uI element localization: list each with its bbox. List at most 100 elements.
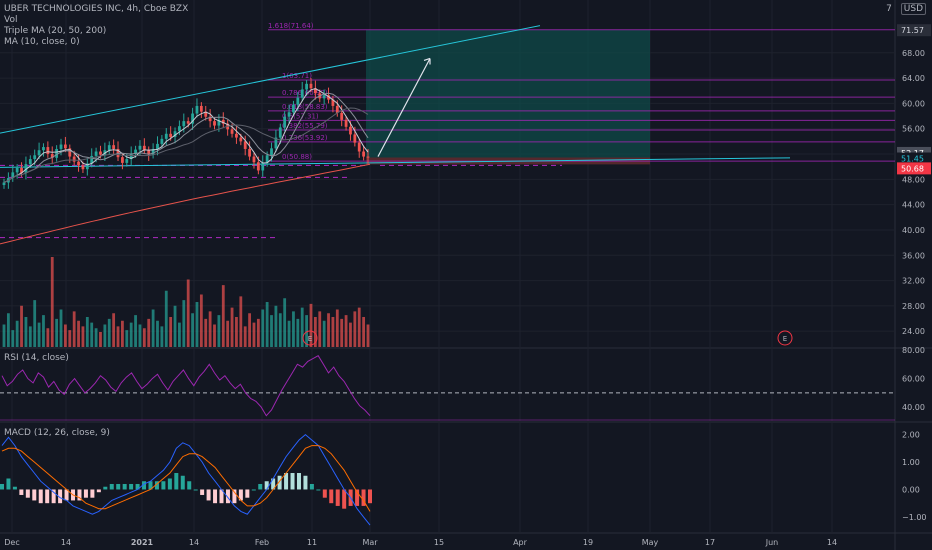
volume-bar — [77, 320, 80, 347]
x-tick-label: 14 — [827, 538, 837, 547]
legend-rsi[interactable]: RSI (14, close) — [4, 353, 69, 364]
candle-body — [99, 151, 102, 155]
candle-body — [28, 159, 32, 165]
candle-body — [42, 147, 45, 151]
candle-body — [208, 116, 212, 122]
y-tick-label: 64.00 — [902, 74, 925, 83]
candle-body — [300, 89, 304, 98]
volume-bar — [94, 328, 98, 347]
volume-bar — [362, 317, 366, 347]
macd-histogram-bar — [12, 486, 17, 490]
candle-body — [68, 148, 72, 157]
volume-bar — [24, 317, 28, 347]
candle-body — [138, 145, 142, 150]
macd-histogram-bar — [90, 489, 95, 498]
volume-bar — [50, 257, 54, 347]
candle-body — [292, 104, 295, 113]
candle-body — [265, 155, 269, 163]
currency-label: USD — [900, 3, 926, 15]
candle-body — [270, 148, 273, 156]
candle-body — [37, 150, 41, 156]
macd-histogram-bar — [180, 475, 185, 490]
candle-body — [81, 165, 85, 170]
price-label-entry: 51.45 — [901, 155, 924, 164]
volume-bar — [164, 290, 168, 347]
candle-body — [366, 156, 370, 158]
fib-level-label: 1(63.71) — [282, 72, 312, 80]
volume-bar — [160, 326, 164, 347]
volume-bar — [20, 305, 23, 347]
earnings-marker — [777, 330, 793, 346]
volume-bar — [305, 315, 309, 347]
price-label-box — [897, 24, 931, 37]
channel-lower-line — [0, 157, 791, 168]
candle-body — [55, 148, 59, 158]
volume-bar — [151, 309, 155, 347]
volume-bar — [274, 305, 278, 347]
candle-body — [11, 172, 15, 179]
macd-histogram-bar — [122, 483, 127, 490]
volume-bar — [335, 309, 339, 347]
volume-bar — [173, 305, 177, 347]
projection-arrow — [377, 58, 431, 157]
volume-bar — [248, 313, 251, 347]
volume-bar — [283, 298, 287, 347]
macd-histogram-bar — [193, 489, 198, 491]
legend-ma10[interactable]: MA (10, close, 0) — [4, 37, 80, 47]
candle-body — [252, 156, 256, 163]
ma-10-line — [3, 88, 369, 183]
currency-badge[interactable]: 7 USD — [886, 3, 926, 15]
y-tick-label: 28.00 — [902, 302, 925, 311]
volume-bar — [313, 317, 317, 347]
legend-macd[interactable]: MACD (12, 26, close, 9) — [4, 428, 110, 439]
candle-body — [213, 121, 216, 126]
macd-histogram-bar — [271, 478, 276, 490]
macd-histogram-bar — [38, 489, 43, 504]
candle-body — [77, 161, 80, 166]
candle-body — [239, 137, 243, 142]
volume-bar — [226, 320, 230, 347]
macd-histogram-bar — [0, 483, 4, 490]
candle-body — [344, 119, 348, 127]
macd-histogram-bar — [245, 489, 250, 498]
volume-bar — [270, 315, 273, 347]
macd-y-tick-label: −1.00 — [902, 513, 927, 522]
candle-body — [191, 113, 194, 124]
macd-histogram-bar — [219, 489, 224, 504]
volume-bar — [309, 303, 313, 347]
candle-body — [195, 105, 199, 114]
price-label-stop: 50.68 — [901, 164, 924, 173]
volume-bar — [6, 313, 10, 347]
macd-histogram-bar — [51, 489, 56, 504]
fib-level-label: 0.786(60.99) — [282, 89, 328, 97]
volume-bar — [121, 320, 124, 347]
candle-body — [322, 95, 326, 99]
macd-histogram-bar — [96, 489, 101, 493]
candle-body — [164, 133, 168, 139]
volume-bar — [134, 315, 137, 347]
x-tick-label: May — [642, 538, 659, 547]
macd-histogram-bar — [322, 489, 327, 498]
volume-bar — [322, 320, 326, 347]
volume-bar — [331, 317, 335, 347]
volume-bar — [147, 318, 151, 347]
volume-bar — [199, 294, 203, 347]
volume-bar — [81, 326, 85, 347]
volume-bar — [191, 313, 194, 347]
macd-histogram-bar — [296, 473, 301, 490]
symbol-title[interactable]: UBER TECHNOLOGIES INC, 4h, Cboe BZX — [4, 4, 189, 14]
y-tick-label: 36.00 — [902, 251, 925, 260]
candle-body — [151, 148, 155, 155]
macd-histogram-bar — [77, 489, 82, 501]
legend-triple-ma[interactable]: Triple MA (20, 50, 200) — [4, 26, 107, 36]
candle-body — [283, 116, 287, 128]
volume-bar — [55, 318, 59, 347]
macd-histogram-bar — [264, 481, 269, 490]
macd-histogram-bar — [232, 489, 237, 504]
legend-vol[interactable]: Vol — [4, 15, 18, 25]
rsi-y-tick-label: 40.00 — [902, 403, 925, 412]
volume-bar — [217, 315, 221, 347]
x-tick-label: 14 — [61, 538, 71, 547]
volume-bar — [221, 285, 225, 347]
